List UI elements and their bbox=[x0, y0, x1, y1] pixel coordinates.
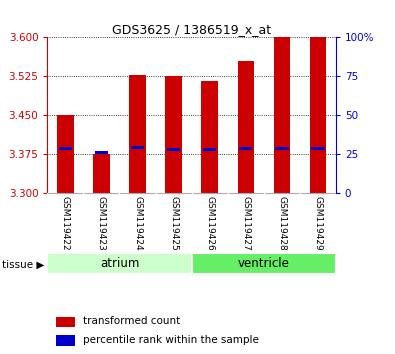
Text: atrium: atrium bbox=[100, 257, 139, 270]
Text: GSM119429: GSM119429 bbox=[313, 196, 322, 251]
Bar bbox=[95, 151, 108, 154]
Bar bbox=[131, 146, 144, 149]
Text: percentile rank within the sample: percentile rank within the sample bbox=[83, 335, 259, 345]
Text: GSM119423: GSM119423 bbox=[97, 196, 106, 251]
Text: ventricle: ventricle bbox=[238, 257, 290, 270]
Bar bbox=[57, 115, 73, 193]
Text: transformed count: transformed count bbox=[83, 316, 181, 326]
Bar bbox=[56, 317, 75, 327]
Bar bbox=[203, 148, 216, 152]
Bar bbox=[237, 61, 254, 193]
Bar bbox=[56, 335, 75, 346]
Text: GSM119428: GSM119428 bbox=[277, 196, 286, 251]
Bar bbox=[274, 37, 290, 193]
Bar bbox=[201, 81, 218, 193]
Text: GSM119425: GSM119425 bbox=[169, 196, 178, 251]
Bar bbox=[166, 76, 182, 193]
Bar bbox=[130, 75, 146, 193]
Text: tissue ▶: tissue ▶ bbox=[2, 260, 44, 270]
Bar bbox=[167, 148, 181, 152]
Bar bbox=[58, 147, 72, 150]
Bar bbox=[93, 154, 109, 193]
Bar bbox=[311, 147, 325, 150]
Bar bbox=[310, 37, 326, 193]
Bar bbox=[47, 253, 192, 274]
Bar bbox=[239, 147, 252, 150]
Bar bbox=[275, 147, 288, 150]
Text: GSM119426: GSM119426 bbox=[205, 196, 214, 251]
Text: GSM119422: GSM119422 bbox=[61, 196, 70, 251]
Text: GSM119427: GSM119427 bbox=[241, 196, 250, 251]
Text: GSM119424: GSM119424 bbox=[133, 196, 142, 251]
Bar bbox=[192, 253, 336, 274]
Title: GDS3625 / 1386519_x_at: GDS3625 / 1386519_x_at bbox=[112, 23, 271, 36]
